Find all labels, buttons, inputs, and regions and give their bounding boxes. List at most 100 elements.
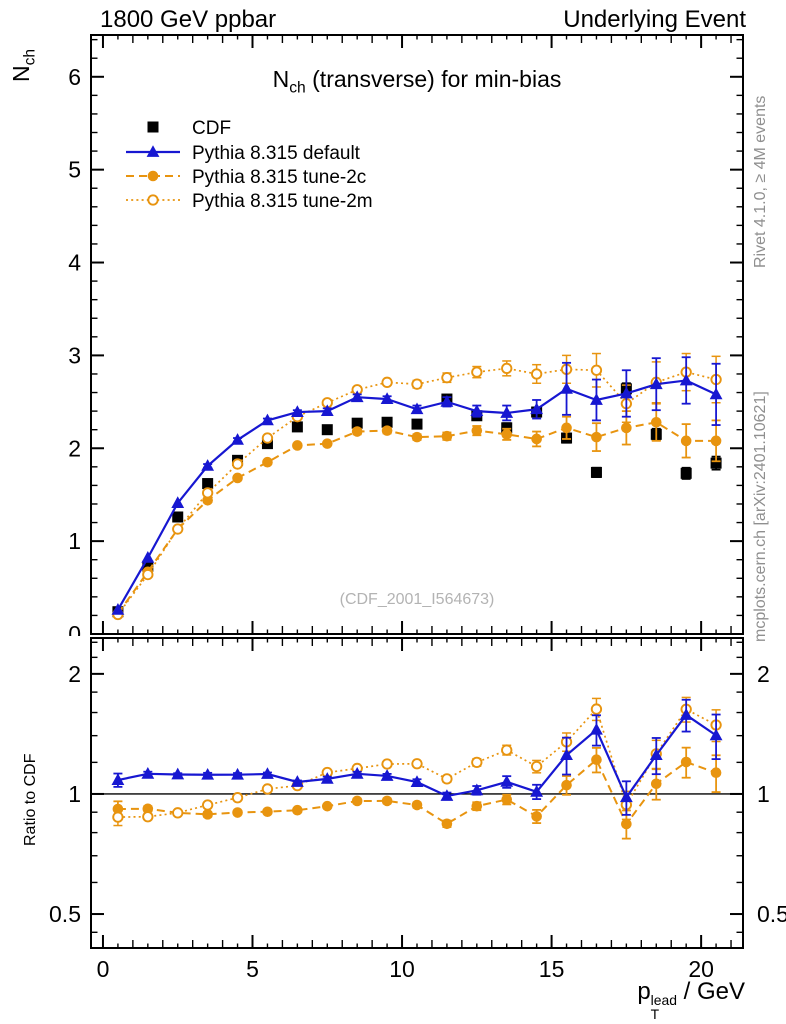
legend-pythia-tune-2m-marker: [147, 194, 159, 206]
pythia-tune-2c-marker: [262, 456, 273, 468]
main-y-tick-label: 2: [68, 435, 81, 461]
beam-energy-label: 1800 GeV ppbar: [100, 6, 276, 34]
pythia-tune-2m-marker: [530, 368, 543, 380]
pythia-default-marker: [619, 790, 633, 803]
pythia-default-marker: [530, 402, 544, 415]
ratio-y-tick-label-right: 0.5: [757, 901, 786, 927]
pythia-tune-2m-marker: [142, 568, 154, 581]
pythia-default-marker: [410, 775, 424, 788]
pythia-tune-2c-marker: [561, 779, 572, 791]
legend-item-pythia-default: Pythia 8.315 default: [126, 143, 361, 164]
pythia-tune-2c-marker: [262, 806, 273, 818]
cdf-marker: [710, 457, 722, 469]
pythia-tune-2c-marker: [411, 431, 423, 443]
pythia-tune-2c-marker: [411, 799, 423, 811]
pythia-tune-2c-marker: [292, 440, 303, 451]
cdf-marker: [590, 466, 602, 478]
pythia-tune-2m-marker: [411, 378, 423, 390]
pythia-default-marker: [500, 406, 514, 418]
pythia-default-marker: [141, 551, 155, 563]
pythia-default-marker: [590, 393, 603, 405]
pythia-default-marker: [500, 775, 514, 787]
cdf-marker: [680, 467, 692, 479]
pythia-tune-2c-marker: [621, 818, 632, 830]
pythia-default-marker: [560, 382, 573, 394]
pythia-tune-2c-marker: [471, 800, 483, 812]
pythia-tune-2m-marker: [530, 760, 543, 773]
pythia-tune-2m-marker: [590, 364, 603, 376]
pythia-tune-2c-marker: [501, 429, 513, 440]
x-tick-label: 5: [246, 956, 259, 982]
cdf-marker: [142, 560, 154, 572]
pythia-tune-2c-marker: [441, 430, 453, 442]
cdf-marker: [411, 418, 423, 430]
plot-title: Nch (transverse) for min-bias: [273, 66, 562, 98]
pythia-default-marker: [440, 395, 454, 407]
pythia-default-marker: [111, 603, 125, 615]
pythia-default-marker: [231, 767, 244, 780]
cdf-marker: [172, 511, 184, 523]
legend-cdf-marker: [147, 121, 159, 133]
x-axis-title-sub: T: [650, 1006, 660, 1023]
pythia-default-marker: [679, 708, 693, 720]
pythia-default-marker: [679, 373, 693, 386]
pythia-default-marker: [619, 386, 633, 399]
pythia-tune-2c-marker: [232, 807, 243, 818]
x-tick-label: 15: [539, 956, 565, 982]
x-axis-title: p lead T / GeV: [637, 978, 745, 1021]
legend-label-pythia-default: Pythia 8.315 default: [192, 143, 361, 164]
pythia-tune-2m-marker: [590, 703, 603, 715]
pythia-tune-2c-marker: [381, 795, 393, 807]
pythia-tune-2c-line: [117, 421, 717, 615]
pythia-tune-2m-marker: [501, 744, 513, 756]
x-tick-label: 20: [688, 956, 714, 982]
cdf-marker: [381, 416, 393, 428]
pythia-tune-2c-marker: [680, 435, 692, 447]
pythia-tune-2m-marker: [381, 758, 393, 770]
pythia-tune-2m-marker: [501, 362, 513, 375]
pythia-default-marker: [261, 767, 274, 779]
plot-title-base: N: [272, 66, 290, 92]
pythia-default-marker: [350, 390, 364, 403]
pythia-tune-2m-marker: [441, 372, 453, 384]
pythia-tune-2c-marker: [591, 431, 602, 443]
pythia-default-marker: [410, 402, 424, 415]
pythia-default-marker: [709, 728, 723, 741]
pythia-tune-2c-marker: [232, 472, 243, 484]
legend-pythia-tune-2c-marker: [147, 170, 159, 182]
ratio-y-axis-title: Ratio to CDF: [22, 754, 40, 846]
analysis-id-text: (CDF_2001_I564673): [339, 591, 495, 608]
pythia-tune-2m-marker: [231, 792, 244, 804]
pythia-tune-2m-marker: [381, 376, 393, 388]
legend-pythia-default-marker: [146, 145, 160, 157]
pythia-default-marker: [171, 496, 185, 508]
event-type-text: Underlying Event: [563, 6, 746, 33]
cdf-marker: [291, 421, 303, 433]
pythia-tune-2m-marker: [411, 758, 423, 770]
pythia-tune-2m-marker: [172, 807, 184, 819]
rivet-version-text: Rivet 4.1.0, ≥ 4M events: [752, 95, 769, 268]
pythia-default-marker: [380, 769, 394, 781]
pythia-tune-2c-marker: [621, 422, 632, 434]
pythia-default-marker: [231, 433, 244, 445]
pythia-tune-2c-marker: [321, 438, 333, 449]
pythia-tune-2c-marker: [381, 425, 393, 436]
x-axis-title-base: p: [637, 978, 651, 1005]
pythia-default-marker: [440, 789, 454, 801]
cdf-marker: [202, 478, 214, 490]
x-tick-label: 10: [389, 956, 415, 982]
pythia-tune-2c-marker: [650, 778, 662, 790]
mcplots-reference-note: mcplots.cern.ch [arXiv:2401.10621]: [752, 391, 770, 642]
main-y-tick-label: 5: [68, 157, 81, 183]
ratio-y-tick-label-right: 1: [757, 781, 770, 807]
beam-energy-text: 1800 GeV ppbar: [100, 6, 277, 33]
legend-item-pythia-tune-2m: Pythia 8.315 tune-2m: [126, 191, 373, 212]
pythia-tune-2c-marker: [710, 435, 722, 447]
pythia-default-marker: [290, 775, 304, 787]
x-axis-title-sup: lead: [650, 991, 677, 1008]
main-y-tick-label: 1: [68, 528, 81, 554]
cdf-marker: [351, 417, 363, 429]
pythia-tune-2m-marker: [112, 811, 124, 823]
pythia-tune-2c-marker: [292, 804, 303, 816]
pythia-tune-2m-marker: [201, 799, 214, 811]
